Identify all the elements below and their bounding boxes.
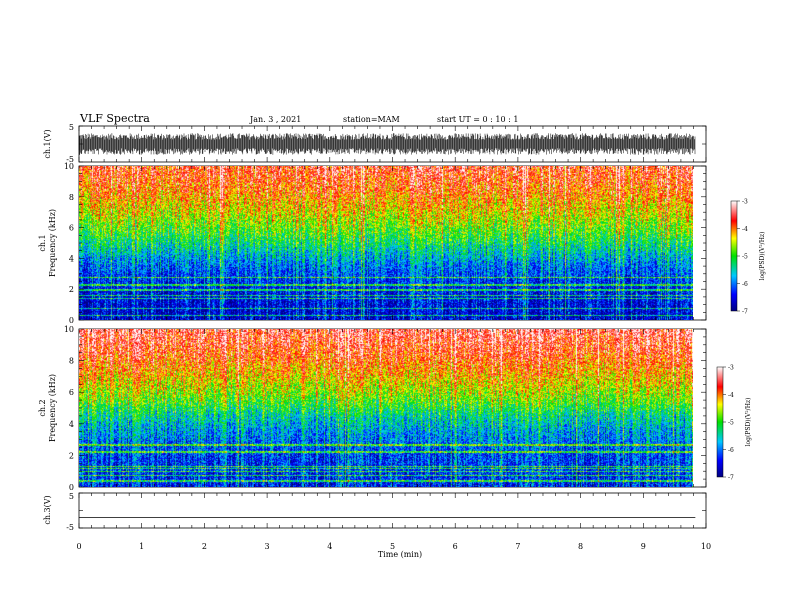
ch1-colorbar: -3 -4 -5 -6 -7 log(PSD)(V²/Hz) xyxy=(730,199,766,316)
x-tick-label: 7 xyxy=(515,542,520,551)
ch1-waveform-panel: 5 -5 ch.1(V) xyxy=(43,123,707,164)
ch3-ytick-bottom: -5 xyxy=(66,523,74,532)
colorbar-tick-label: -7 xyxy=(728,475,734,482)
ch2-colorbar-ticks: -3 -4 -5 -6 -7 xyxy=(723,365,734,482)
x-axis-label: Time (min) xyxy=(378,550,422,559)
ch1-ytick-top: 5 xyxy=(69,123,74,132)
y-tick-label: 8 xyxy=(69,193,74,202)
x-tick-label: 1 xyxy=(139,542,144,551)
y-tick-label: 6 xyxy=(69,224,74,233)
y-tick-label: 10 xyxy=(64,325,74,334)
colorbar-tick-label: -5 xyxy=(728,420,734,427)
start-time-label: start UT = 0 : 10 : 1 xyxy=(437,115,518,124)
ch2-spectrogram-panel: 0 2 4 6 8 10 ch.2 Frequency (kHz) xyxy=(38,325,707,492)
x-tick-label: 9 xyxy=(641,542,646,551)
ch1-spectrogram-ylabel-line1: ch.1 xyxy=(38,234,47,251)
ch1-colorbar-ticks: -3 -4 -5 -6 -7 xyxy=(737,199,748,316)
ch2-spectrogram-ylabel-line1: ch.2 xyxy=(38,399,47,416)
y-tick-label: 4 xyxy=(69,254,74,263)
colorbar-tick-label: -3 xyxy=(728,365,734,372)
ch3-ytick-top: 5 xyxy=(69,492,74,501)
x-tick-label: 0 xyxy=(76,542,81,551)
colorbar-tick-label: -4 xyxy=(728,392,734,399)
x-tick-label: 8 xyxy=(578,542,583,551)
ch1-waveform-ylabel: ch.1(V) xyxy=(43,129,52,158)
colorbar-tick-label: -7 xyxy=(742,309,748,316)
y-tick-label: 0 xyxy=(69,316,74,325)
figure-title: VLF Spectra xyxy=(79,112,150,125)
colorbar-tick-label: -4 xyxy=(742,226,748,233)
ch3-waveform-panel: 5 -5 ch.3(V) xyxy=(43,492,707,532)
ch2-spectrogram-axis: 0 2 4 6 8 10 xyxy=(64,325,707,492)
ch2-colorbar-label: log(PSD)(V²/Hz) xyxy=(745,398,752,447)
ch1-spectrogram-heatmap xyxy=(79,166,693,320)
x-tick-label: 3 xyxy=(265,542,270,551)
ch1-waveform-trace xyxy=(78,133,696,155)
ch2-spectrogram-heatmap xyxy=(79,329,693,487)
colorbar-tick-label: -3 xyxy=(742,199,748,206)
ch3-waveform-ylabel: ch.3(V) xyxy=(43,495,52,524)
ch1-spectrogram-ylabel-line2: Frequency (kHz) xyxy=(48,209,57,277)
colorbar-tick-label: -5 xyxy=(742,254,748,261)
x-axis-tick-labels: 0 1 2 3 4 5 6 7 8 9 10 xyxy=(76,542,711,551)
y-tick-label: 0 xyxy=(69,483,74,492)
y-tick-label: 10 xyxy=(64,162,74,171)
ch1-colorbar-label: log(PSD)(V²/Hz) xyxy=(759,232,766,281)
ch1-spectrogram-axis: 0 2 4 6 8 10 xyxy=(64,162,707,325)
y-tick-label: 8 xyxy=(69,357,74,366)
y-tick-label: 4 xyxy=(69,420,74,429)
y-tick-label: 2 xyxy=(69,451,74,460)
y-tick-label: 6 xyxy=(69,388,74,397)
x-tick-label: 2 xyxy=(202,542,207,551)
station-label: station=MAM xyxy=(343,115,400,124)
x-tick-label: 10 xyxy=(701,542,711,551)
ch2-colorbar: -3 -4 -5 -6 -7 log(PSD)(V²/Hz) xyxy=(716,365,752,482)
x-tick-label: 4 xyxy=(327,542,332,551)
ch1-ytick-bottom: -5 xyxy=(66,155,74,164)
ch3-waveform-ticks xyxy=(78,492,707,529)
y-tick-label: 2 xyxy=(69,285,74,294)
ch1-spectrogram-panel: 0 2 4 6 8 10 ch.1 Frequency (kHz) xyxy=(38,162,707,325)
colorbar-tick-label: -6 xyxy=(742,281,748,288)
ch1-waveform-ticks xyxy=(78,125,707,163)
colorbar-tick-label: -6 xyxy=(728,447,734,454)
date-label: Jan. 3 , 2021 xyxy=(249,115,301,124)
x-tick-label: 6 xyxy=(453,542,458,551)
x-tick-label: 5 xyxy=(390,542,395,551)
ch2-spectrogram-ylabel-line2: Frequency (kHz) xyxy=(48,374,57,442)
